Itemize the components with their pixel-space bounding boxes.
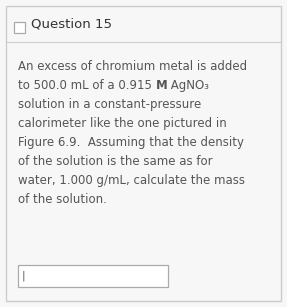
Text: Question 15: Question 15 [31, 17, 112, 30]
Bar [18, 265, 168, 287]
Text: M: M [156, 79, 167, 92]
Text: Figure 6.9.  Assuming that the density: Figure 6.9. Assuming that the density [18, 136, 244, 149]
Text: of the solution is the same as for: of the solution is the same as for [18, 155, 213, 168]
Bar [14, 22, 25, 33]
Text: AgNO₃: AgNO₃ [167, 79, 210, 92]
Text: water, 1.000 g/mL, calculate the mass: water, 1.000 g/mL, calculate the mass [18, 174, 245, 187]
Text: solution in a constant-pressure: solution in a constant-pressure [18, 98, 201, 111]
Text: |: | [22, 271, 26, 281]
Text: of the solution.: of the solution. [18, 193, 107, 206]
Text: to 500.0 mL of a 0.915: to 500.0 mL of a 0.915 [18, 79, 156, 92]
Text: An excess of chromium metal is added: An excess of chromium metal is added [18, 60, 247, 73]
Text: calorimeter like the one pictured in: calorimeter like the one pictured in [18, 117, 227, 130]
